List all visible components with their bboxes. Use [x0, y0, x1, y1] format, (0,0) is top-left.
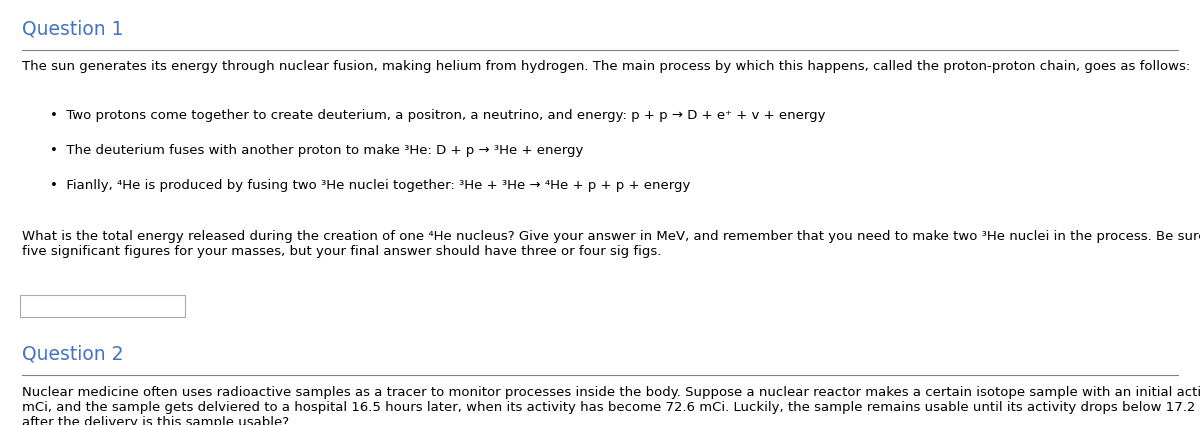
- Text: What is the total energy released during the creation of one ⁴He nucleus? Give y: What is the total energy released during…: [22, 230, 1200, 258]
- Text: •  The deuterium fuses with another proton to make ³He: D + p → ³He + energy: • The deuterium fuses with another proto…: [50, 144, 583, 157]
- Text: Nuclear medicine often uses radioactive samples as a tracer to monitor processes: Nuclear medicine often uses radioactive …: [22, 386, 1200, 425]
- Text: Question 2: Question 2: [22, 345, 124, 364]
- Text: The sun generates its energy through nuclear fusion, making helium from hydrogen: The sun generates its energy through nuc…: [22, 60, 1190, 74]
- Text: •  Fianlly, ⁴He is produced by fusing two ³He nuclei together: ³He + ³He → ⁴He +: • Fianlly, ⁴He is produced by fusing two…: [50, 179, 691, 192]
- Text: •  Two protons come together to create deuterium, a positron, a neutrino, and en: • Two protons come together to create de…: [50, 109, 826, 122]
- FancyBboxPatch shape: [20, 295, 185, 317]
- Text: Question 1: Question 1: [22, 19, 124, 38]
